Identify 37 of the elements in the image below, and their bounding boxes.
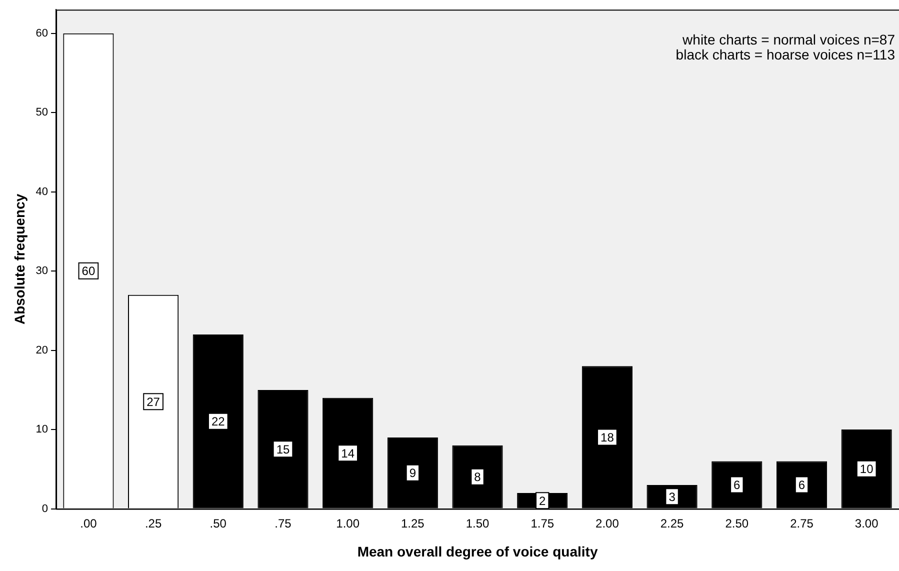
data-label: 14 (341, 446, 355, 460)
x-tick-label: 1.25 (400, 516, 425, 530)
data-label: 2 (539, 494, 546, 508)
y-tick-label: 0 (42, 502, 48, 515)
annotation: white charts = normal voices n=87 (682, 31, 896, 48)
data-label: 22 (211, 414, 226, 429)
x-tick-label: 3.00 (854, 516, 879, 530)
x-tick-label: 2.00 (596, 516, 620, 530)
y-tick-label: 60 (36, 27, 48, 40)
data-label: 15 (276, 442, 290, 456)
y-axis-title: Absolute frequency (11, 194, 28, 325)
y-tick-label: 40 (36, 186, 48, 198)
x-tick-label: 1.00 (336, 516, 360, 530)
data-label: 6 (734, 478, 741, 492)
data-label: 27 (146, 394, 160, 409)
x-tick-label: 1.50 (466, 516, 490, 530)
x-tick-label: .25 (144, 516, 162, 530)
data-label: 9 (409, 466, 416, 480)
y-tick-label: 50 (36, 106, 48, 119)
y-tick-label: 20 (36, 344, 48, 356)
data-label: 6 (798, 478, 806, 492)
annotation: black charts = hoarse voices n=113 (676, 46, 896, 62)
x-tick-label: .00 (80, 516, 98, 530)
x-tick-label: 1.75 (530, 516, 554, 530)
x-tick-label: .75 (274, 516, 292, 530)
x-tick-label: 2.25 (660, 516, 684, 530)
data-label: 60 (82, 264, 96, 278)
x-tick-label: .50 (210, 516, 227, 530)
data-label: 10 (860, 462, 874, 476)
data-label: 8 (474, 470, 482, 484)
x-axis-title: Mean overall degree of voice quality (357, 543, 598, 560)
x-tick-label: 2.50 (725, 516, 749, 530)
data-label: 18 (600, 430, 614, 445)
y-tick-label: 30 (36, 265, 48, 278)
y-tick-label: 10 (36, 424, 48, 436)
x-tick-label: 2.75 (790, 516, 814, 530)
data-label: 3 (668, 490, 676, 504)
